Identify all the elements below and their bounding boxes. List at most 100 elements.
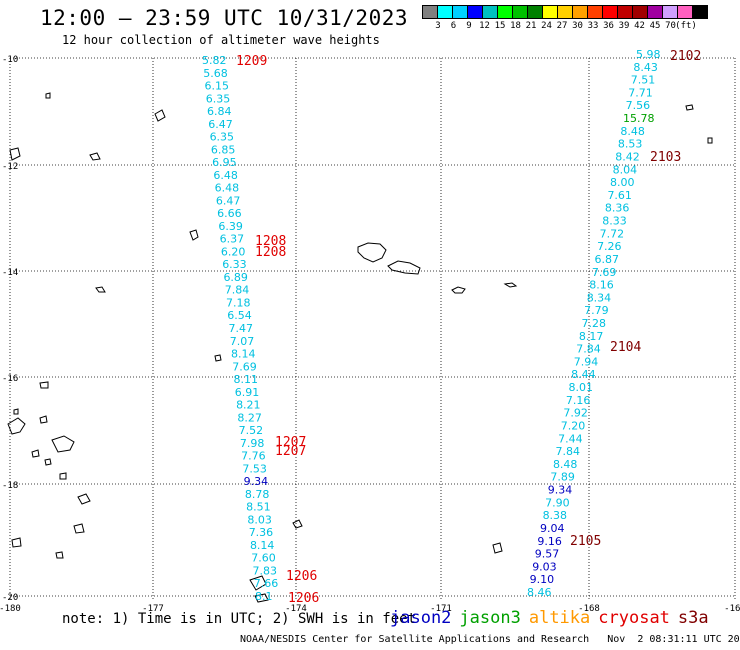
scale-label: (ft) [675, 21, 697, 31]
lon-label: -174 [285, 604, 307, 614]
credit-line: NOAA/NESDIS Center for Satellite Applica… [240, 634, 740, 645]
wave-height-label: 8.36 [605, 202, 630, 215]
time-label: 2104 [610, 340, 641, 355]
wave-height-label: 7.66 [254, 577, 279, 590]
longitude-labels: -180 -177 -174 -171 -168 -165 [0, 604, 740, 614]
island-fiji-2 [51, 435, 75, 453]
wave-height-label: 8.44 [571, 368, 596, 381]
wave-height-label: 6.15 [205, 80, 230, 93]
wave-height-label: 6.35 [210, 131, 235, 144]
lon-label: -177 [142, 604, 164, 614]
wave-height-label: 7.94 [574, 355, 599, 368]
wave-height-label: 8.34 [587, 291, 612, 304]
track-east: 5.988.437.517.717.5615.788.488.538.428.0… [527, 48, 661, 599]
lon-label: -180 [0, 604, 21, 614]
wave-height-label: 6.89 [223, 271, 248, 284]
wave-height-label: 7.07 [230, 335, 255, 348]
wave-height-label: 6.87 [594, 253, 619, 266]
time-label: 2103 [650, 150, 681, 165]
island-fiji-8 [11, 537, 22, 548]
wave-height-label: 9.04 [540, 522, 565, 535]
scale-label: 18 [510, 21, 521, 31]
scale-label: 6 [450, 21, 457, 31]
wave-height-label: 6.85 [211, 143, 236, 156]
lat-label: -18 [2, 481, 18, 491]
time-label: 1207 [275, 444, 306, 459]
wave-height-label: 7.69 [592, 266, 617, 279]
wave-height-label: 8.11 [234, 373, 258, 386]
island-upolu [387, 260, 421, 275]
wave-height-label: 8.14 [250, 539, 275, 552]
wave-height-label: 8.42 [615, 150, 640, 163]
island-savaii [357, 242, 387, 263]
wave-height-label: 8.46 [527, 586, 552, 599]
scale-label: 45 [649, 21, 661, 31]
scale-label: 39 [618, 21, 630, 31]
wave-height-label: 7.61 [607, 189, 632, 202]
wave-height-label: 7.26 [597, 240, 622, 253]
island-fiji-9 [55, 551, 64, 559]
satellite-legend-item: altika [528, 608, 591, 628]
wave-height-label: 8.01 [569, 381, 594, 394]
satellite-legend-item: s3a [677, 608, 709, 628]
wave-height-label: 6.37 [220, 233, 245, 246]
wave-height-label: 7.18 [226, 296, 251, 309]
time-label: 1207 [275, 435, 306, 450]
wave-height-label: 8.21 [236, 399, 260, 412]
wave-height-label: 7.56 [626, 99, 651, 112]
scale-label: 33 [587, 21, 599, 31]
island-fiji-4 [31, 449, 40, 458]
lon-label: -168 [578, 604, 600, 614]
scale-label: 42 [634, 21, 645, 31]
wave-height-label: 8.38 [543, 509, 568, 522]
wave-height-label: 8.04 [613, 163, 638, 176]
time-label: 1206 [286, 569, 317, 584]
wave-height-label: 7.89 [550, 471, 575, 484]
island-tonga-1 [249, 575, 267, 591]
wave-height-label: 9.34 [548, 484, 573, 497]
island-small-9 [492, 542, 503, 554]
wave-height-label: 8.16 [589, 279, 614, 292]
lon-label: -165 [724, 604, 740, 614]
wave-height-label: 5.98 [636, 48, 661, 61]
wave-height-label: 7.76 [241, 450, 266, 463]
wave-height-label: 8.78 [245, 488, 270, 501]
wave-height-label: 7.69 [232, 360, 256, 373]
latitude-labels: -10 -12 -14 -16 -18 -20 [2, 55, 18, 603]
island-small-6 [9, 147, 21, 161]
island-fiji-10 [73, 523, 85, 534]
scale-label: 27 [556, 21, 568, 31]
lon-label: -171 [430, 604, 452, 614]
island-fiji-12 [13, 408, 19, 415]
wave-height-label: 8.33 [602, 215, 627, 228]
scale-swatch [692, 5, 708, 19]
time-label: 1208 [255, 234, 286, 249]
wave-height-label: 6.66 [217, 207, 242, 220]
wave-height-label: 5.68 [203, 67, 228, 80]
time-labels-east: 2102 2103 2104 2105 [570, 49, 701, 549]
lat-label: -14 [2, 268, 18, 278]
wave-height-label: 8.00 [610, 176, 635, 189]
wave-height-label: 7.47 [229, 322, 254, 335]
wave-height-label: 6.47 [216, 194, 241, 207]
wave-height-label: 8.48 [620, 125, 645, 138]
wave-height-label: 8.17 [579, 330, 604, 343]
island-small-8 [707, 137, 713, 144]
wave-height-label: 8.27 [237, 411, 261, 424]
scale-label: 9 [466, 21, 472, 31]
map-subtitle: 12 hour collection of altimeter wave hei… [62, 33, 380, 47]
wave-height-label: 8.03 [247, 513, 272, 526]
scale-label: 3 [435, 21, 441, 31]
wave-height-label: 7.84 [556, 445, 581, 458]
wave-height-label: 7.44 [558, 432, 583, 445]
wave-height-label: 7.28 [582, 317, 607, 330]
satellite-legend-item: jason3 [459, 608, 521, 628]
wave-height-label: 7.83 [252, 564, 277, 577]
map-grid [9, 57, 736, 600]
time-label: 2102 [670, 49, 701, 64]
lat-label: -10 [2, 55, 18, 65]
land-outlines [7, 92, 713, 603]
island-small-7 [685, 104, 694, 111]
